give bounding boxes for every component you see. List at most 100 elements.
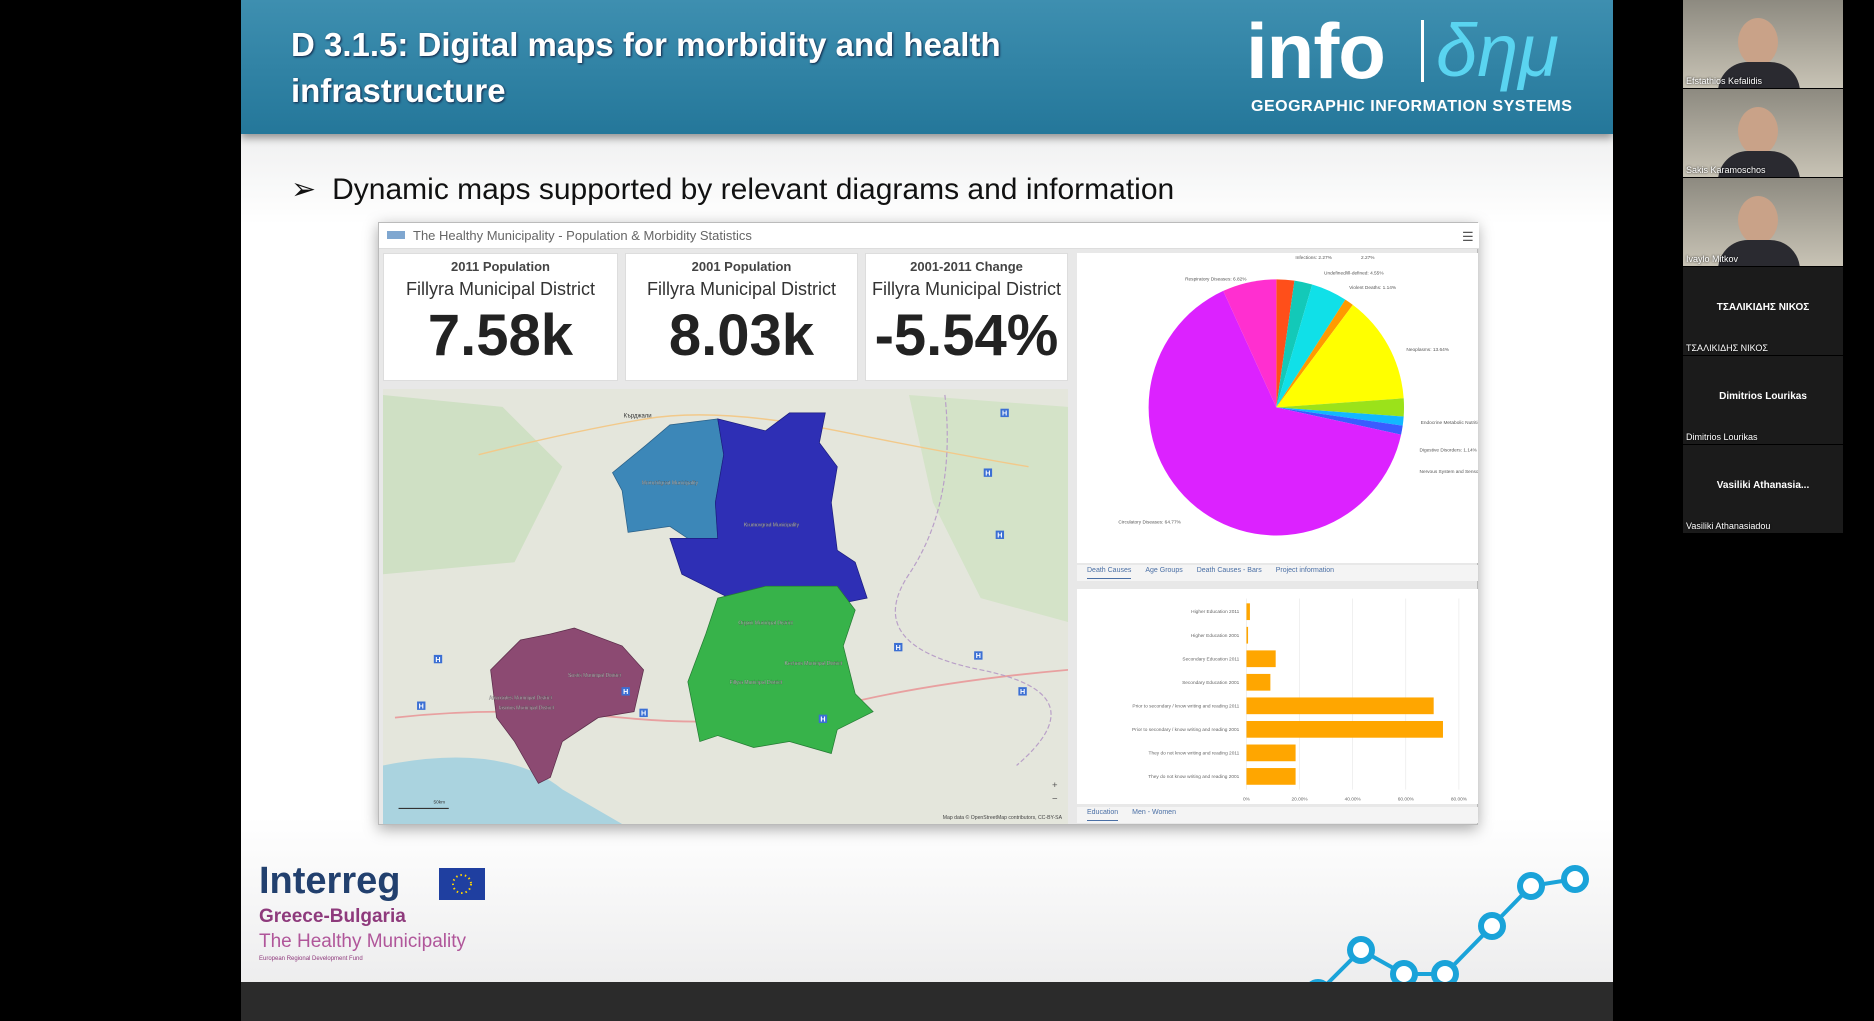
tab[interactable]: Age Groups	[1145, 567, 1183, 574]
hospital-icon: H	[976, 652, 981, 660]
region[interactable]	[687, 585, 874, 754]
slide: D 3.1.5: Digital maps for morbidity and …	[241, 0, 1613, 1021]
tab[interactable]: Death Causes - Bars	[1196, 567, 1262, 574]
bar[interactable]	[1246, 626, 1249, 644]
slide-bottom-bar	[241, 982, 1613, 1021]
participant-name: Efstathios Kefalidis	[1686, 76, 1763, 86]
x-tick-label: 20.00%	[1291, 796, 1308, 802]
indicator-value: 8.03k	[668, 303, 815, 368]
bar[interactable]	[1246, 720, 1443, 738]
participants-panel: Efstathios Kefalidis Sakis Karamoschos Iva…	[1683, 0, 1843, 534]
hospital-icon: H	[896, 644, 901, 652]
footer-project: The Healthy Municipality	[259, 931, 466, 952]
logo-divider	[1421, 20, 1424, 82]
pie-slice[interactable]	[1276, 304, 1404, 408]
bar[interactable]	[1246, 673, 1271, 691]
participant-name: Vasiliki Athanasiadou	[1686, 521, 1771, 531]
bar[interactable]	[1246, 603, 1250, 621]
pie-slice[interactable]	[1276, 280, 1313, 408]
pie-slice[interactable]	[1276, 279, 1295, 408]
map[interactable]: H H H H H H H H H H H Кърджали Momchilgrad Municipal…	[383, 389, 1068, 824]
zoom-button[interactable]: +	[1052, 780, 1058, 791]
pie-label: Nervous System and Sensory Organs Diseas…	[1420, 469, 1478, 475]
hospital-marker[interactable]	[974, 651, 983, 660]
video-tile: Ivaylo Mitkov	[1683, 178, 1843, 267]
map-label: Organi Municipal District	[738, 620, 793, 626]
y-tick-label: Secondary Education 2011	[1182, 656, 1239, 662]
person	[1738, 196, 1778, 244]
hospital-marker[interactable]	[639, 708, 648, 718]
hospital-marker[interactable]	[983, 468, 993, 477]
hospital-icon: H	[820, 716, 825, 724]
tile-name: ΤΣΑΛΙΚΙΔΗΣ ΝΙΚΟΣ	[1716, 302, 1810, 313]
pie-slice[interactable]	[1276, 284, 1346, 408]
x-tick-label: 40.00%	[1345, 796, 1362, 802]
person	[1738, 18, 1778, 66]
indicator-label: 2001-2011 Change	[910, 259, 1023, 274]
hospital-icon: H	[419, 702, 424, 710]
pie-slice[interactable]	[1276, 398, 1405, 417]
dashboard-title: The Healthy Municipality - Population & …	[379, 223, 1479, 249]
hospital-icon: H	[1002, 410, 1007, 418]
bar[interactable]	[1246, 768, 1296, 785]
logo-word: info	[1246, 7, 1386, 95]
tile-name: Vasiliki Athanasia...	[1716, 480, 1810, 491]
pie-label: 2.27%	[1361, 255, 1375, 261]
map-label: Amaxades Municipal District	[489, 696, 553, 702]
hospital-icon: H	[985, 469, 990, 477]
tab-bar: Education Men - Women	[1077, 807, 1478, 823]
hospital-icon: H	[641, 710, 646, 718]
eu-flag	[439, 868, 485, 900]
hospital-marker[interactable]	[818, 714, 828, 724]
hospital-marker[interactable]	[433, 654, 443, 664]
hospital-marker[interactable]	[995, 530, 1005, 539]
region[interactable]	[669, 412, 868, 611]
hospital-icon: H	[1020, 688, 1025, 696]
pie-label: Digestive Disorders: 1.14%	[1420, 448, 1478, 454]
road	[478, 414, 1029, 468]
pie-label: Endocrine Metabolic Nutrition disorders:…	[1421, 420, 1478, 426]
slide-header: D 3.1.5: Digital maps for morbidity and …	[241, 0, 1613, 134]
participant-name: Ivaylo Mitkov	[1686, 254, 1739, 264]
hospital-marker[interactable]	[894, 642, 903, 652]
dashboard: The Healthy Municipality - Population & …	[378, 222, 1479, 825]
hospital-marker[interactable]	[1018, 687, 1027, 696]
region[interactable]	[490, 627, 645, 784]
audio-tile: Vasiliki Athanasia... Vasiliki Athanasiad…	[1683, 445, 1843, 534]
menu-icon[interactable]: ☰	[1462, 229, 1474, 244]
pie-slice[interactable]	[1276, 299, 1353, 408]
pie-chart: Infections: 2.27% 2.27% Undefined/ill-defi…	[1077, 253, 1478, 563]
pie-slice[interactable]	[1276, 407, 1403, 435]
pie-slice[interactable]	[1276, 407, 1404, 426]
person	[1738, 107, 1778, 155]
indicator: 2011 Population Fillyra Municipal Distric…	[383, 253, 618, 381]
map-label: Kechros Municipal District	[785, 661, 843, 667]
map-label: Кърджали	[624, 414, 652, 420]
pie-slice[interactable]	[1148, 290, 1402, 536]
bar[interactable]	[1246, 744, 1296, 762]
logo-greek: δημ	[1436, 9, 1559, 92]
tab[interactable]: Death Causes	[1087, 567, 1132, 579]
tab[interactable]: Men - Women	[1132, 809, 1176, 816]
pie-label: Circulatory Diseases: 64.77%	[1118, 519, 1181, 525]
tab[interactable]: Project information	[1275, 567, 1335, 574]
person-body	[1718, 240, 1800, 266]
map-label: Fillyra Municipal District	[730, 680, 783, 686]
bar[interactable]	[1246, 650, 1276, 668]
pie-slice[interactable]	[1223, 279, 1277, 408]
indicator-label: 2011 Population	[451, 259, 550, 274]
bar[interactable]	[1246, 697, 1434, 715]
y-tick-label: They do not know writing and reading 201…	[1149, 750, 1240, 756]
dashboard-icon	[387, 231, 405, 239]
hospital-icon: H	[623, 688, 628, 696]
hospital-marker[interactable]	[417, 701, 426, 710]
bar-chart: 0% 20.00% 40.00% 60.00% 80.00% Higher Educati…	[1077, 589, 1478, 804]
indicator-sublabel: Fillyra Municipal District	[405, 279, 596, 299]
zoom-button[interactable]: −	[1052, 793, 1058, 804]
video-tile: Efstathios Kefalidis	[1683, 0, 1843, 89]
bullet: Dynamic maps supported by relevant diagr…	[291, 172, 1174, 207]
tab[interactable]: Education	[1087, 809, 1119, 821]
hospital-marker[interactable]	[621, 687, 630, 696]
hospital-marker[interactable]	[1000, 408, 1009, 418]
